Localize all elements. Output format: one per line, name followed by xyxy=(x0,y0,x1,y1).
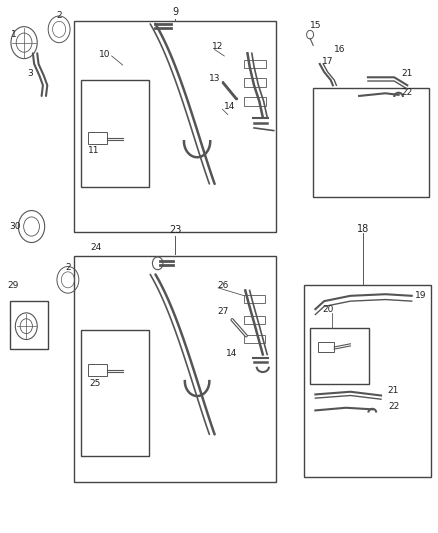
Text: 17: 17 xyxy=(322,57,333,66)
Text: 21: 21 xyxy=(388,386,399,394)
Text: 2: 2 xyxy=(57,12,62,20)
Bar xyxy=(88,364,107,376)
Text: 30: 30 xyxy=(10,222,21,231)
Text: 29: 29 xyxy=(7,281,19,289)
Bar xyxy=(244,78,266,87)
Text: 16: 16 xyxy=(334,45,345,53)
Bar xyxy=(74,256,276,482)
Text: 9: 9 xyxy=(172,7,178,17)
Text: 23: 23 xyxy=(169,225,181,235)
Text: 22: 22 xyxy=(402,88,413,97)
Text: 2: 2 xyxy=(65,263,71,271)
Bar xyxy=(304,285,431,477)
Bar xyxy=(81,330,149,456)
Text: 10: 10 xyxy=(99,50,111,59)
Bar xyxy=(310,328,369,384)
Text: 14: 14 xyxy=(224,102,236,111)
Text: 25: 25 xyxy=(90,379,101,388)
Bar xyxy=(318,342,334,352)
Bar xyxy=(244,335,265,343)
Bar xyxy=(10,301,48,349)
Text: 24: 24 xyxy=(91,244,102,252)
Bar xyxy=(244,295,265,303)
Bar xyxy=(244,60,266,68)
Text: 22: 22 xyxy=(389,402,400,410)
Bar xyxy=(74,21,276,232)
Text: 1: 1 xyxy=(11,30,17,39)
Bar xyxy=(244,316,265,324)
Bar xyxy=(81,80,149,187)
Text: 3: 3 xyxy=(27,69,33,78)
Text: 15: 15 xyxy=(310,21,321,30)
Text: 18: 18 xyxy=(357,224,369,234)
Text: 14: 14 xyxy=(226,349,237,358)
Bar xyxy=(244,97,266,106)
Text: 11: 11 xyxy=(88,146,100,155)
Text: 27: 27 xyxy=(218,308,229,316)
Text: 26: 26 xyxy=(218,281,229,289)
Text: 20: 20 xyxy=(322,305,333,313)
Bar xyxy=(313,88,429,197)
Text: 12: 12 xyxy=(212,43,224,51)
Text: 19: 19 xyxy=(415,292,426,300)
Bar xyxy=(88,132,107,144)
Text: 21: 21 xyxy=(402,69,413,78)
Text: 13: 13 xyxy=(209,75,220,83)
